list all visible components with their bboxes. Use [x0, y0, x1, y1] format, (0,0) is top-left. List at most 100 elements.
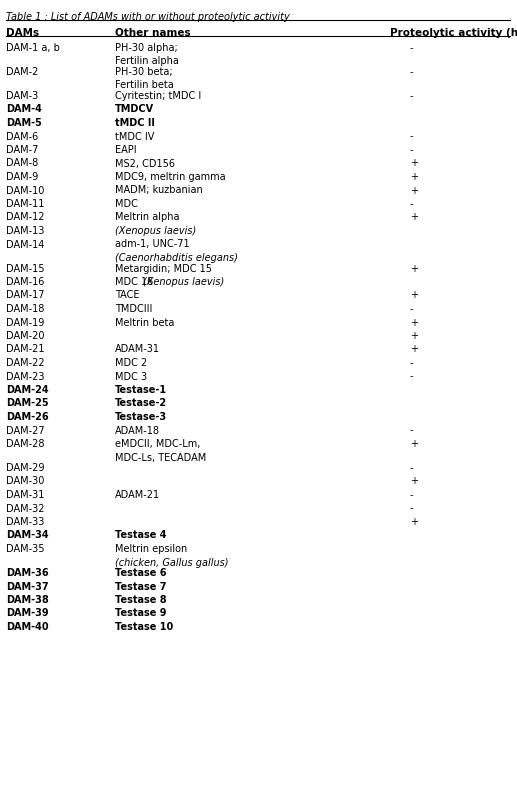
Text: DAM-12: DAM-12 — [6, 213, 44, 223]
Text: (Xenopus laevis): (Xenopus laevis) — [143, 277, 224, 287]
Text: -: - — [410, 91, 414, 101]
Text: DAM-22: DAM-22 — [6, 358, 44, 368]
Text: (chicken, Gallus gallus): (chicken, Gallus gallus) — [115, 558, 229, 567]
Text: Fertilin beta: Fertilin beta — [115, 81, 174, 91]
Text: -: - — [410, 503, 414, 514]
Text: +: + — [410, 476, 418, 487]
Text: Metargidin; MDC 15: Metargidin; MDC 15 — [115, 264, 212, 273]
Text: MDC 16: MDC 16 — [115, 277, 156, 287]
Text: DAM-6: DAM-6 — [6, 131, 38, 141]
Text: DAM-8: DAM-8 — [6, 159, 38, 168]
Text: DAM-9: DAM-9 — [6, 172, 38, 182]
Text: (Xenopus laevis): (Xenopus laevis) — [115, 226, 196, 236]
Text: DAM-11: DAM-11 — [6, 199, 44, 209]
Text: DAM-7: DAM-7 — [6, 145, 38, 155]
Text: -: - — [410, 145, 414, 155]
Text: eMDCII, MDC-Lm,: eMDCII, MDC-Lm, — [115, 439, 201, 449]
Text: DAM-21: DAM-21 — [6, 344, 44, 355]
Text: DAM-28: DAM-28 — [6, 439, 44, 449]
Text: +: + — [410, 344, 418, 355]
Text: ADAM-31: ADAM-31 — [115, 344, 160, 355]
Text: DAM-40: DAM-40 — [6, 622, 49, 632]
Text: adm-1, UNC-71: adm-1, UNC-71 — [115, 239, 190, 250]
Text: PH-30 alpha;: PH-30 alpha; — [115, 43, 178, 53]
Text: MDC9, meltrin gamma: MDC9, meltrin gamma — [115, 172, 225, 182]
Text: Testase-1: Testase-1 — [115, 385, 167, 395]
Text: -: - — [410, 371, 414, 382]
Text: MDC 3: MDC 3 — [115, 371, 147, 382]
Text: DAM-19: DAM-19 — [6, 318, 44, 328]
Text: -: - — [410, 490, 414, 500]
Text: +: + — [410, 186, 418, 195]
Text: DAM-16: DAM-16 — [6, 277, 44, 287]
Text: DAM-20: DAM-20 — [6, 331, 44, 341]
Text: Testase 7: Testase 7 — [115, 581, 166, 592]
Text: Fertilin alpha: Fertilin alpha — [115, 57, 179, 66]
Text: tMDC II: tMDC II — [115, 118, 155, 128]
Text: MDC-Ls, TECADAM: MDC-Ls, TECADAM — [115, 453, 206, 462]
Text: +: + — [410, 213, 418, 223]
Text: DAM-10: DAM-10 — [6, 186, 44, 195]
Text: TMDCIII: TMDCIII — [115, 304, 153, 314]
Text: -: - — [410, 67, 414, 77]
Text: DAM-15: DAM-15 — [6, 264, 44, 273]
Text: DAM-31: DAM-31 — [6, 490, 44, 500]
Text: Table 1 : List of ADAMs with or without proteolytic activity: Table 1 : List of ADAMs with or without … — [6, 12, 290, 22]
Text: Other names: Other names — [115, 28, 191, 38]
Text: DAM-34: DAM-34 — [6, 531, 49, 540]
Text: +: + — [410, 291, 418, 300]
Text: Testase 9: Testase 9 — [115, 608, 166, 619]
Text: +: + — [410, 264, 418, 273]
Text: DAMs: DAMs — [6, 28, 39, 38]
Text: +: + — [410, 439, 418, 449]
Text: +: + — [410, 331, 418, 341]
Text: DAM-33: DAM-33 — [6, 517, 44, 527]
Text: +: + — [410, 318, 418, 328]
Text: DAM-3: DAM-3 — [6, 91, 38, 101]
Text: -: - — [410, 463, 414, 473]
Text: Testase 6: Testase 6 — [115, 568, 166, 578]
Text: Testase 10: Testase 10 — [115, 622, 173, 632]
Text: DAM-30: DAM-30 — [6, 476, 44, 487]
Text: MDC: MDC — [115, 199, 138, 209]
Text: MDC 2: MDC 2 — [115, 358, 147, 368]
Text: +: + — [410, 159, 418, 168]
Text: DAM-24: DAM-24 — [6, 385, 49, 395]
Text: DAM-38: DAM-38 — [6, 595, 49, 605]
Text: -: - — [410, 358, 414, 368]
Text: DAM-1 a, b: DAM-1 a, b — [6, 43, 60, 53]
Text: Testase 8: Testase 8 — [115, 595, 166, 605]
Text: -: - — [410, 304, 414, 314]
Text: DAM-32: DAM-32 — [6, 503, 44, 514]
Text: +: + — [410, 172, 418, 182]
Text: MS2, CD156: MS2, CD156 — [115, 159, 175, 168]
Text: +: + — [410, 517, 418, 527]
Text: DAM-29: DAM-29 — [6, 463, 44, 473]
Text: -: - — [410, 131, 414, 141]
Text: ADAM-18: ADAM-18 — [115, 426, 160, 435]
Text: Meltrin beta: Meltrin beta — [115, 318, 174, 328]
Text: DAM-5: DAM-5 — [6, 118, 42, 128]
Text: Proteolytic activity (human): Proteolytic activity (human) — [390, 28, 517, 38]
Text: -: - — [410, 43, 414, 53]
Text: DAM-18: DAM-18 — [6, 304, 44, 314]
Text: -: - — [410, 426, 414, 435]
Text: Meltrin epsilon: Meltrin epsilon — [115, 544, 187, 554]
Text: DAM-37: DAM-37 — [6, 581, 49, 592]
Text: DAM-35: DAM-35 — [6, 544, 44, 554]
Text: DAM-39: DAM-39 — [6, 608, 49, 619]
Text: Testase 4: Testase 4 — [115, 531, 166, 540]
Text: DAM-17: DAM-17 — [6, 291, 44, 300]
Text: DAM-23: DAM-23 — [6, 371, 44, 382]
Text: Cyritestin; tMDC I: Cyritestin; tMDC I — [115, 91, 201, 101]
Text: (Caenorhabditis elegans): (Caenorhabditis elegans) — [115, 253, 238, 263]
Text: ADAM-21: ADAM-21 — [115, 490, 160, 500]
Text: DAM-4: DAM-4 — [6, 104, 42, 115]
Text: EAPI: EAPI — [115, 145, 136, 155]
Text: DAM-14: DAM-14 — [6, 239, 44, 250]
Text: DAM-36: DAM-36 — [6, 568, 49, 578]
Text: MADM; kuzbanian: MADM; kuzbanian — [115, 186, 203, 195]
Text: TMDCV: TMDCV — [115, 104, 154, 115]
Text: Meltrin alpha: Meltrin alpha — [115, 213, 179, 223]
Text: DAM-27: DAM-27 — [6, 426, 44, 435]
